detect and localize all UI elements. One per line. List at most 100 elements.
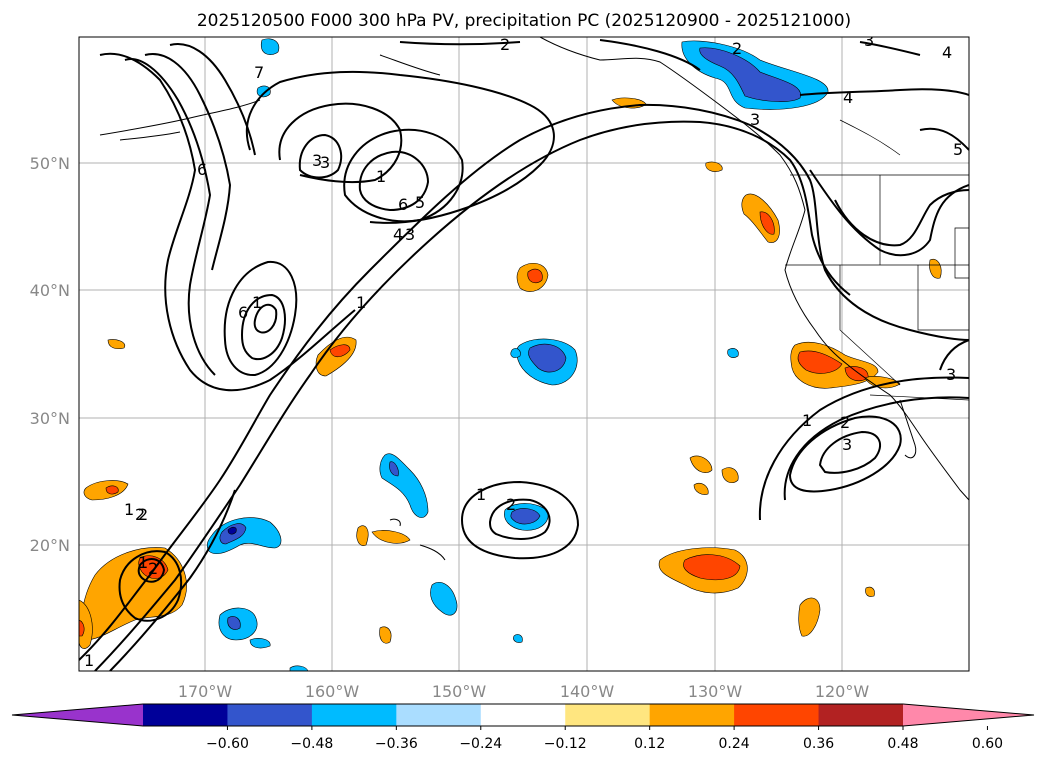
precip-area xyxy=(260,38,280,55)
lon-label: 130°W xyxy=(688,682,743,701)
colorbar-tick-label: −0.60 xyxy=(206,736,249,752)
precip-area xyxy=(371,530,411,544)
precip-area xyxy=(356,525,369,546)
precip-area xyxy=(693,482,709,495)
colorbar-swatch xyxy=(565,704,651,726)
precip-area xyxy=(105,485,119,495)
colorbar-swatch xyxy=(143,704,228,726)
colorbar-tick-label: −0.36 xyxy=(375,736,418,752)
longitude-labels: 170°W 160°W 150°W 140°W 130°W 120°W xyxy=(178,682,870,701)
precip-area xyxy=(864,376,901,389)
contour-label: 3 xyxy=(864,31,874,50)
figure-title: 2025120500 F000 300 hPa PV, precipitatio… xyxy=(197,11,851,31)
precip-area xyxy=(689,455,713,473)
lon-label: 140°W xyxy=(560,682,615,701)
colorbar-swatch xyxy=(480,704,566,726)
contour-label: 1 xyxy=(476,485,486,504)
lon-label: 120°W xyxy=(815,682,870,701)
contour-label: 6 xyxy=(238,303,248,322)
colorbar xyxy=(11,703,1035,727)
precip-area xyxy=(289,665,309,671)
contour-label: 4 xyxy=(843,88,853,107)
precip-area xyxy=(249,638,271,649)
precip-area xyxy=(227,616,241,630)
precip-area xyxy=(797,350,843,374)
contour-label: 3 xyxy=(312,151,322,170)
colorbar-extend-max xyxy=(903,704,1034,726)
colorbar-swatch xyxy=(734,704,820,726)
colorbar-tick-label: 0.60 xyxy=(972,736,1003,752)
contour-label: 2 xyxy=(500,35,510,54)
precip-area xyxy=(727,348,739,358)
colorbar-swatch xyxy=(227,704,313,726)
precip-area xyxy=(227,526,237,535)
contour-label: 1 xyxy=(252,293,262,312)
lat-label: 30°N xyxy=(30,409,70,428)
precip-area xyxy=(513,634,523,643)
contour-label: 3 xyxy=(750,110,760,129)
colorbar-swatch xyxy=(311,704,397,726)
colorbar-outline xyxy=(11,703,1035,727)
precip-area xyxy=(759,211,775,235)
precip-area xyxy=(389,461,399,477)
colorbar-swatch xyxy=(818,704,904,726)
precip-area xyxy=(510,348,521,358)
contour-labels: 1 2 1 2 3 4 5 6 1 1 1 2 3 1 1 2 1 2 3 3 … xyxy=(84,31,963,670)
precip-area xyxy=(256,85,271,98)
lon-label: 160°W xyxy=(305,682,360,701)
contour-label: 3 xyxy=(842,435,852,454)
precip-area xyxy=(79,619,85,637)
political-borders xyxy=(785,119,969,401)
precip-area xyxy=(683,554,741,581)
colorbar-tick-label: −0.12 xyxy=(544,736,587,752)
precip-area xyxy=(510,508,541,525)
contour-label: 7 xyxy=(254,63,264,82)
map-area: 1 2 1 2 3 4 5 6 1 1 1 2 3 1 1 2 1 2 3 3 … xyxy=(79,31,969,671)
latitude-labels: 50°N 40°N 30°N 20°N xyxy=(30,154,70,555)
precip-area xyxy=(379,626,392,644)
contour-label: 2 xyxy=(138,505,148,524)
contour-label: 2 xyxy=(840,413,850,432)
precipitation-shading xyxy=(79,38,942,671)
contour-label: 1 xyxy=(356,293,366,312)
lon-label: 170°W xyxy=(178,682,233,701)
colorbar-ticks: −0.60 −0.48 −0.36 −0.24 −0.12 0.12 0.24 0.36 0.4… xyxy=(206,726,1003,752)
colorbar-tick-label: 0.36 xyxy=(803,736,834,752)
contour-label: 1 xyxy=(124,500,134,519)
colorbar-tick-label: 0.48 xyxy=(887,736,918,752)
precip-area xyxy=(798,597,821,637)
contour-label: 4 xyxy=(393,225,403,244)
precip-area xyxy=(107,339,126,350)
contour-label: 3 xyxy=(946,365,956,384)
colorbar-tick-label: −0.24 xyxy=(459,736,502,752)
pv-contours xyxy=(79,39,969,671)
contour-label: 6 xyxy=(398,195,408,214)
contour-label: 2 xyxy=(506,495,516,514)
colorbar-extend-min xyxy=(12,704,143,726)
lat-label: 50°N xyxy=(30,154,70,173)
contour-label: 6 xyxy=(197,160,207,179)
contour-label: 3 xyxy=(405,225,415,244)
contour-label: 3 xyxy=(320,153,330,172)
contour-label: 1 xyxy=(84,651,94,670)
contour-label: 1 xyxy=(138,553,148,572)
contour-label: 1 xyxy=(802,411,812,430)
contour-label: 2 xyxy=(148,559,158,578)
contour-label: 4 xyxy=(942,43,952,62)
precip-area xyxy=(929,258,942,279)
colorbar-swatch xyxy=(649,704,735,726)
colorbar-tick-label: 0.24 xyxy=(719,736,750,752)
precip-area xyxy=(528,343,567,373)
precip-area xyxy=(79,599,93,649)
contour-label: 5 xyxy=(953,140,963,159)
contour-label: 5 xyxy=(415,193,425,212)
precip-area xyxy=(527,268,543,284)
precip-area xyxy=(699,47,801,102)
colorbar-swatch xyxy=(396,704,482,726)
lat-label: 20°N xyxy=(30,536,70,555)
contour-label: 1 xyxy=(376,167,386,186)
colorbar-tick-label: −0.48 xyxy=(290,736,333,752)
lon-label: 150°W xyxy=(432,682,487,701)
precip-area xyxy=(430,581,458,616)
lat-label: 40°N xyxy=(30,281,70,300)
